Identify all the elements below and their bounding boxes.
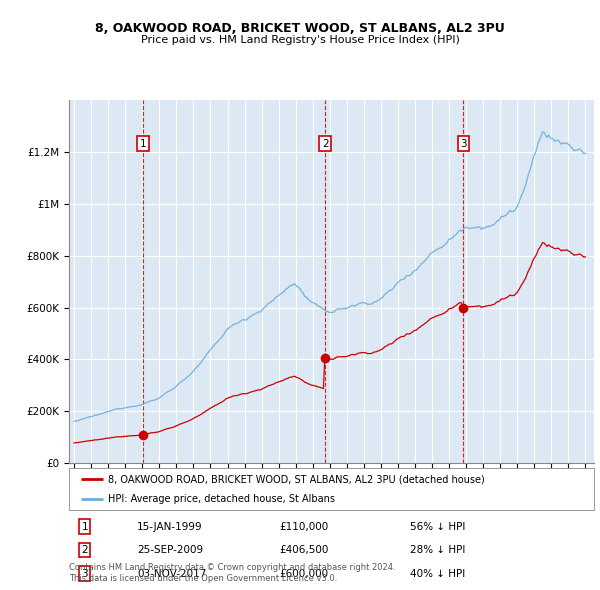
Text: Price paid vs. HM Land Registry's House Price Index (HPI): Price paid vs. HM Land Registry's House … bbox=[140, 35, 460, 45]
Text: 40% ↓ HPI: 40% ↓ HPI bbox=[410, 569, 466, 579]
Text: 2: 2 bbox=[322, 139, 329, 149]
Text: 3: 3 bbox=[82, 569, 88, 579]
Text: £110,000: £110,000 bbox=[279, 522, 328, 532]
Text: 8, OAKWOOD ROAD, BRICKET WOOD, ST ALBANS, AL2 3PU (detached house): 8, OAKWOOD ROAD, BRICKET WOOD, ST ALBANS… bbox=[109, 474, 485, 484]
Text: 8, OAKWOOD ROAD, BRICKET WOOD, ST ALBANS, AL2 3PU: 8, OAKWOOD ROAD, BRICKET WOOD, ST ALBANS… bbox=[95, 22, 505, 35]
Text: 1: 1 bbox=[82, 522, 88, 532]
Text: 15-JAN-1999: 15-JAN-1999 bbox=[137, 522, 203, 532]
Text: £406,500: £406,500 bbox=[279, 545, 328, 555]
Text: This data is licensed under the Open Government Licence v3.0.: This data is licensed under the Open Gov… bbox=[69, 573, 337, 583]
Text: Contains HM Land Registry data © Crown copyright and database right 2024.: Contains HM Land Registry data © Crown c… bbox=[69, 563, 395, 572]
Text: HPI: Average price, detached house, St Albans: HPI: Average price, detached house, St A… bbox=[109, 494, 335, 504]
Text: 56% ↓ HPI: 56% ↓ HPI bbox=[410, 522, 466, 532]
Text: 1: 1 bbox=[140, 139, 146, 149]
Text: £600,000: £600,000 bbox=[279, 569, 328, 579]
Text: 3: 3 bbox=[460, 139, 467, 149]
Text: 28% ↓ HPI: 28% ↓ HPI bbox=[410, 545, 466, 555]
Text: 2: 2 bbox=[82, 545, 88, 555]
Text: 25-SEP-2009: 25-SEP-2009 bbox=[137, 545, 203, 555]
Text: 03-NOV-2017: 03-NOV-2017 bbox=[137, 569, 206, 579]
